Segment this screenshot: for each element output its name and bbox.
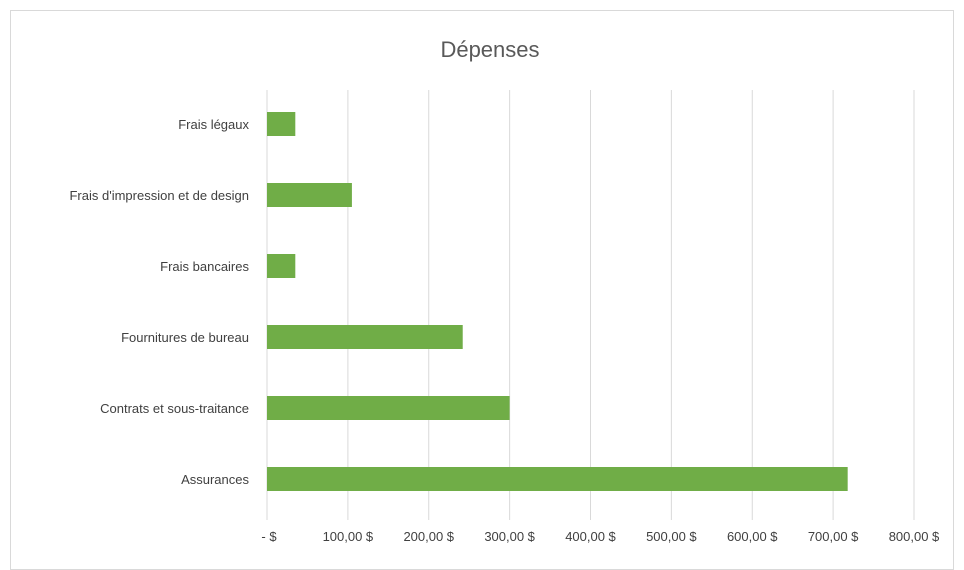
chart-title: Dépenses <box>440 37 539 62</box>
category-label: Fournitures de bureau <box>121 330 249 345</box>
bars <box>267 112 848 491</box>
bar <box>267 467 848 491</box>
x-tick-label: 600,00 $ <box>727 529 778 544</box>
x-tick-label: 400,00 $ <box>565 529 616 544</box>
x-tick-label: 300,00 $ <box>484 529 535 544</box>
x-tick-label: 500,00 $ <box>646 529 697 544</box>
gridlines <box>266 90 915 520</box>
x-tick-label: 100,00 $ <box>323 529 374 544</box>
category-label: Assurances <box>181 472 249 487</box>
x-tick-labels: - $ 100,00 $ 200,00 $ 300,00 $ 400,00 $ 500,0… <box>261 529 940 544</box>
bar <box>267 112 296 136</box>
category-label: Frais d'impression et de design <box>69 188 249 203</box>
category-label: Frais bancaires <box>160 259 249 274</box>
category-label: Contrats et sous-traitance <box>100 401 249 416</box>
bar-chart: Dépenses Frais légaux Frais d'impression … <box>69 37 940 544</box>
x-tick-label: - $ <box>261 529 277 544</box>
x-tick-label: 800,00 $ <box>889 529 940 544</box>
bar <box>267 254 296 278</box>
category-label: Frais légaux <box>178 117 249 132</box>
x-tick-label: 700,00 $ <box>808 529 859 544</box>
bar <box>267 183 352 207</box>
category-labels: Frais légaux Frais d'impression et de des… <box>69 117 249 487</box>
x-tick-label: 200,00 $ <box>403 529 454 544</box>
bar <box>267 396 510 420</box>
bar <box>267 325 463 349</box>
